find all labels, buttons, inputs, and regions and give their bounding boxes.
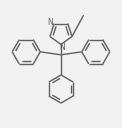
Text: N: N bbox=[60, 43, 65, 52]
Text: N: N bbox=[48, 18, 53, 27]
